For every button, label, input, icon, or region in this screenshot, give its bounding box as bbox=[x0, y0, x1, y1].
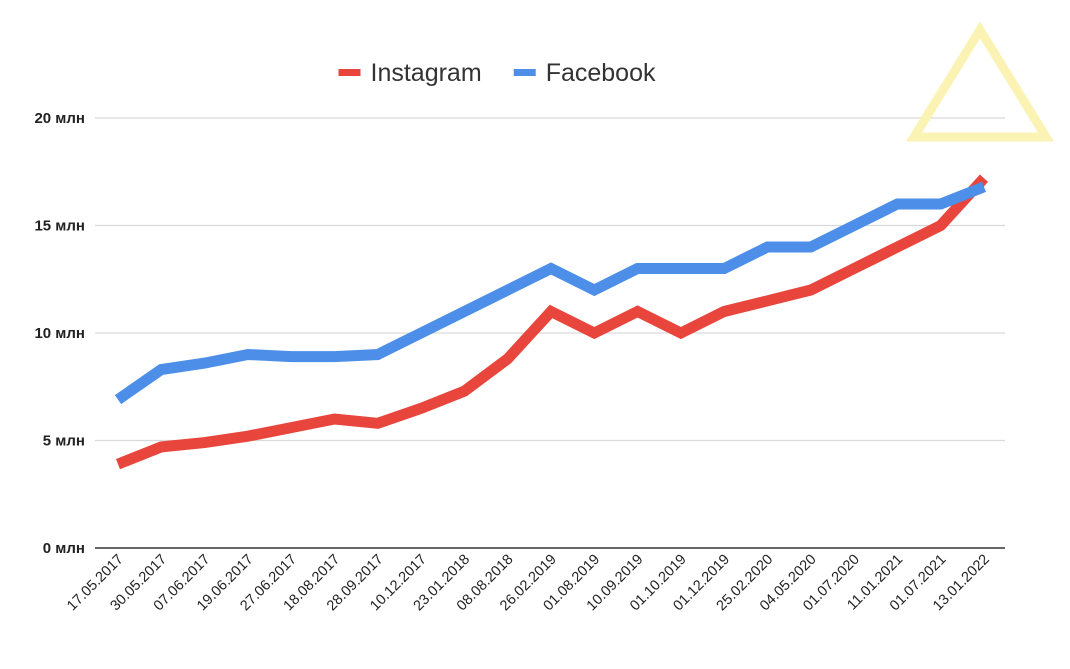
x-axis-tick-labels: 17.05.201730.05.201707.06.201719.06.2017… bbox=[64, 552, 993, 615]
series-line-facebook bbox=[114, 181, 987, 405]
legend-item-facebook: Facebook bbox=[513, 59, 656, 87]
triangle-outline bbox=[905, 21, 1055, 142]
legend-label: Instagram bbox=[371, 59, 482, 87]
legend-item-instagram: Instagram bbox=[338, 59, 482, 87]
legend: Instagram Facebook bbox=[338, 59, 656, 87]
legend-swatch bbox=[338, 69, 361, 76]
series-line-instagram bbox=[115, 174, 989, 470]
y-tick-label: 5 млн bbox=[43, 433, 85, 450]
y-tick-label: 20 млн bbox=[34, 110, 85, 127]
gridlines bbox=[95, 117, 1005, 549]
y-axis-tick-labels: 0 млн 5 млн 10 млн 15 млн 20 млн bbox=[34, 110, 85, 557]
legend-swatch bbox=[513, 69, 536, 76]
legend-label: Facebook bbox=[546, 59, 656, 87]
y-tick-label: 10 млн bbox=[34, 325, 85, 342]
series-lines bbox=[114, 174, 989, 470]
y-tick-label: 0 млн bbox=[43, 540, 85, 557]
y-tick-label: 15 млн bbox=[34, 218, 85, 235]
triangle-watermark bbox=[905, 21, 1055, 142]
